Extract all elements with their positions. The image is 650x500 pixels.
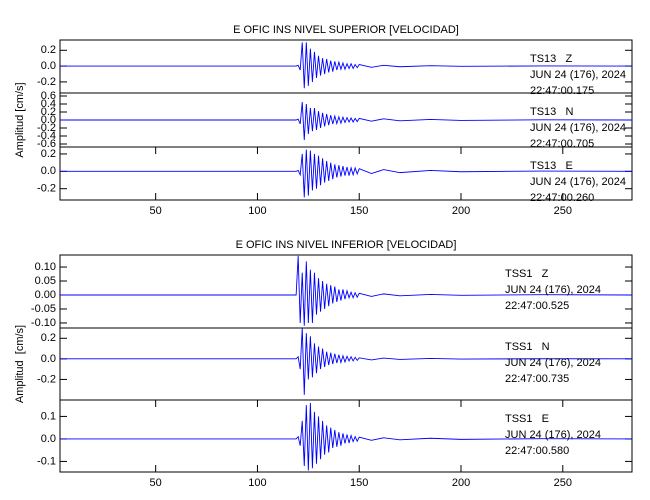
- station-label: TSS1 Z: [505, 268, 549, 280]
- x-tick-label: 250: [554, 477, 572, 489]
- annotation: JUN 24 (176), 2024: [530, 122, 626, 134]
- x-tick-label: 150: [350, 205, 368, 217]
- annotation: 22:47:00.735: [505, 373, 569, 385]
- station-label: TS13 E: [530, 160, 573, 172]
- annotation: 22:47:00.580: [505, 445, 569, 457]
- y-tick-label: 0.05: [35, 275, 56, 287]
- station-label: TS13 Z: [530, 53, 572, 65]
- panel-frame: [59, 146, 633, 201]
- station-label: TSS1 N: [505, 341, 550, 353]
- y-tick-label: 0.0: [41, 114, 56, 126]
- y-axis-label: Amplitud [cm/s]: [14, 82, 26, 157]
- y-tick-label: -0.1: [37, 455, 56, 467]
- station-label: TSS1 E: [505, 413, 549, 425]
- y-tick-label: 0.0: [41, 353, 56, 365]
- trace: [60, 402, 633, 471]
- annotation: JUN 24 (176), 2024: [505, 357, 601, 369]
- trace: [60, 42, 633, 89]
- x-tick-label: 200: [452, 477, 470, 489]
- annotation: JUN 24 (176), 2024: [505, 284, 601, 296]
- x-tick-label: 100: [248, 477, 266, 489]
- y-tick-label: 0.0: [41, 60, 56, 72]
- trace: [60, 149, 633, 198]
- annotation: JUN 24 (176), 2024: [530, 69, 626, 81]
- station-label: TS13 N: [530, 106, 573, 118]
- y-tick-label: 0.1: [41, 410, 56, 422]
- y-tick-label: 0.0: [41, 433, 56, 445]
- chart-title: E OFIC INS NIVEL INFERIOR [VELOCIDAD]: [236, 239, 457, 251]
- trace: [60, 255, 633, 326]
- y-tick-label: 0.2: [41, 106, 56, 118]
- trace: [60, 327, 633, 395]
- y-tick-label: -0.10: [31, 317, 56, 329]
- annotation: 22:47:00.260: [530, 192, 594, 204]
- y-tick-label: -0.4: [37, 130, 56, 142]
- y-axis-label: Amplitud [cm/s]: [14, 325, 26, 403]
- y-tick-label: -0.2: [37, 122, 56, 134]
- y-tick-label: -0.6: [37, 138, 56, 150]
- x-tick-label: 150: [350, 477, 368, 489]
- y-tick-label: 0.6: [41, 90, 56, 102]
- y-tick-label: -0.2: [37, 76, 56, 88]
- x-tick-label: 50: [150, 477, 162, 489]
- y-tick-label: 0.0: [41, 165, 56, 177]
- chart-title: E OFIC INS NIVEL SUPERIOR [VELOCIDAD]: [233, 24, 459, 36]
- y-tick-label: 0.2: [41, 332, 56, 344]
- y-tick-label: 0.10: [35, 261, 56, 273]
- trace: [60, 101, 633, 141]
- y-tick-label: 0.00: [35, 289, 56, 301]
- x-tick-label: 100: [248, 205, 266, 217]
- y-tick-label: -0.2: [37, 183, 56, 195]
- y-tick-label: -0.2: [37, 373, 56, 385]
- y-tick-label: 0.2: [41, 44, 56, 56]
- x-tick-label: 250: [554, 205, 572, 217]
- x-tick-label: 50: [150, 205, 162, 217]
- annotation: 22:47:00.705: [530, 138, 594, 150]
- y-tick-label: 0.2: [41, 148, 56, 160]
- y-tick-label: 0.4: [41, 98, 56, 110]
- panel-frame: [59, 399, 633, 473]
- annotation: 22:47:00.175: [530, 85, 594, 97]
- annotation: 22:47:00.525: [505, 300, 569, 312]
- x-tick-label: 200: [452, 205, 470, 217]
- annotation: JUN 24 (176), 2024: [530, 176, 626, 188]
- annotation: JUN 24 (176), 2024: [505, 429, 601, 441]
- y-tick-label: -0.05: [31, 303, 56, 315]
